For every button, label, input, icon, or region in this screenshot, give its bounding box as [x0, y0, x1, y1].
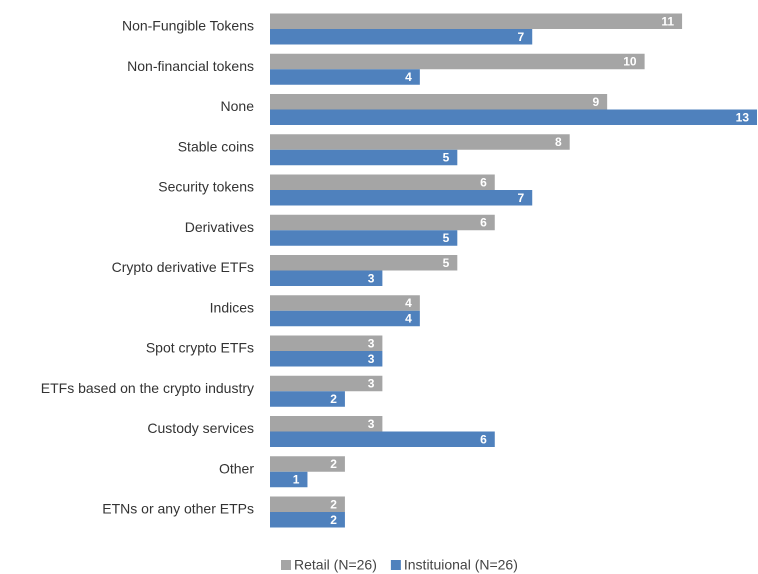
- category-label: ETFs based on the crypto industry: [41, 380, 254, 396]
- category-label: None: [221, 98, 255, 114]
- value-label: 10: [623, 55, 637, 69]
- category-label: ETNs or any other ETPs: [102, 501, 254, 517]
- value-label: 3: [368, 271, 375, 285]
- value-label: 6: [480, 216, 487, 230]
- value-label: 2: [330, 457, 337, 471]
- bar: [270, 512, 345, 528]
- category-label: Non-Fungible Tokens: [122, 18, 254, 34]
- legend-swatch: [281, 560, 291, 570]
- value-label: 3: [368, 336, 375, 350]
- value-label: 2: [330, 392, 337, 406]
- category-label: Indices: [210, 299, 254, 315]
- category-label: Security tokens: [158, 179, 254, 195]
- bar: [270, 471, 308, 488]
- bar: [270, 295, 420, 311]
- bar: [270, 29, 533, 45]
- value-label: 4: [405, 312, 412, 326]
- category-label: Custody services: [147, 420, 254, 436]
- value-label: 4: [405, 70, 412, 84]
- value-label: 2: [330, 513, 337, 527]
- value-label: 6: [480, 175, 487, 189]
- bar: [270, 310, 420, 327]
- bar: [270, 69, 420, 85]
- bar: [270, 53, 645, 70]
- category-label: Crypto derivative ETFs: [112, 259, 254, 275]
- bar: [270, 335, 383, 351]
- bar: [270, 255, 458, 271]
- bar: [270, 416, 383, 432]
- legend-swatch: [390, 560, 401, 570]
- category-label: Stable coins: [178, 138, 254, 154]
- value-label: 3: [368, 377, 375, 391]
- bar: [270, 230, 458, 246]
- value-label: 11: [661, 14, 674, 28]
- category-label: Derivatives: [185, 219, 254, 235]
- value-label: 1: [293, 473, 300, 487]
- bar: [270, 456, 345, 472]
- value-label: 5: [443, 231, 450, 245]
- bar: [270, 109, 757, 125]
- value-label: 5: [443, 256, 450, 270]
- bar: [270, 13, 683, 29]
- value-label: 13: [736, 110, 750, 124]
- value-label: 4: [405, 296, 412, 310]
- value-label: 9: [592, 95, 599, 109]
- bar: [270, 149, 458, 166]
- bar: [270, 94, 608, 110]
- bar: [270, 351, 383, 367]
- legend-label: Instituional (N=26): [404, 557, 518, 573]
- value-label: 7: [518, 191, 525, 205]
- value-label: 8: [555, 135, 562, 149]
- bar: [270, 174, 495, 190]
- bar: [270, 375, 383, 392]
- category-label: Spot crypto ETFs: [146, 340, 254, 356]
- bar: [270, 270, 383, 286]
- value-label: 6: [480, 432, 487, 446]
- value-label: 3: [368, 352, 375, 366]
- value-label: 5: [443, 151, 450, 165]
- value-label: 3: [368, 417, 375, 431]
- value-label: 7: [518, 30, 525, 44]
- bar: [270, 431, 495, 447]
- bar: [270, 190, 533, 206]
- value-label: 2: [330, 497, 337, 511]
- category-label: Non-financial tokens: [127, 58, 254, 74]
- bar: [270, 134, 570, 150]
- bar: [270, 496, 345, 512]
- category-label: Other: [219, 460, 254, 476]
- bar: [270, 214, 495, 231]
- legend-label: Retail (N=26): [294, 557, 377, 573]
- bar: [270, 391, 345, 407]
